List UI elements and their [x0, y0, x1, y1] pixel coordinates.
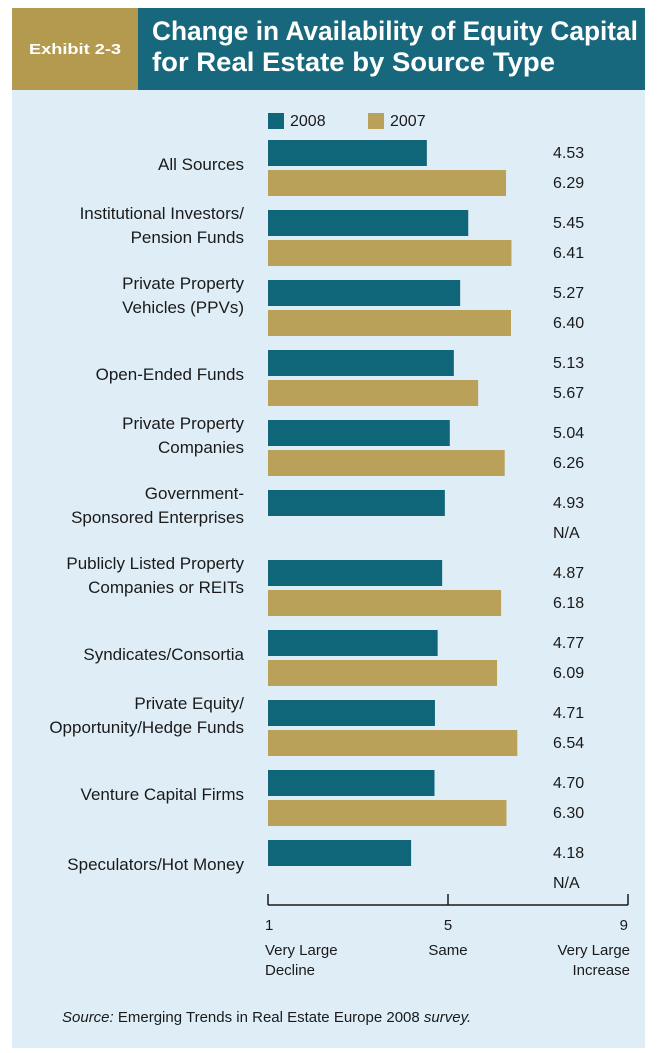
bar — [268, 310, 511, 336]
bar — [268, 420, 450, 446]
source-note: Source: Emerging Trends in Real Estate E… — [62, 1009, 471, 1026]
category-line: Open-Ended Funds — [96, 365, 244, 384]
category-line: Private Equity/ — [134, 694, 244, 713]
category-label: Syndicates/Consortia — [83, 645, 244, 664]
value-label: 4.53 — [553, 145, 584, 162]
bar — [268, 590, 502, 616]
value-label: 4.87 — [553, 565, 584, 582]
category-label: All Sources — [158, 155, 244, 174]
value-label: 4.71 — [553, 705, 584, 722]
category-line: All Sources — [158, 155, 244, 174]
category-label: Venture Capital Firms — [81, 785, 244, 804]
legend-label: 2007 — [390, 113, 426, 130]
bar — [268, 800, 507, 826]
bar — [268, 140, 427, 166]
value-label: 5.67 — [553, 385, 584, 402]
legend-swatch — [368, 113, 384, 129]
bar — [268, 450, 505, 476]
title-box — [138, 8, 645, 90]
bar — [268, 560, 443, 586]
bar — [268, 700, 435, 726]
value-label: 6.18 — [553, 595, 584, 612]
bar — [268, 770, 435, 796]
bar — [268, 170, 507, 196]
x-tick-description: Decline — [265, 962, 315, 979]
chart-title: Change in Availability of Equity Capital — [152, 16, 638, 46]
category-line: Institutional Investors/ — [80, 204, 245, 223]
value-label: 6.30 — [553, 805, 584, 822]
category-line: Sponsored Enterprises — [71, 508, 244, 527]
value-label: 5.45 — [553, 215, 584, 232]
value-label: 4.77 — [553, 635, 584, 652]
bar — [268, 490, 445, 516]
category-line: Speculators/Hot Money — [67, 855, 244, 874]
category-label: Publicly Listed Property Companies or REI… — [66, 554, 244, 597]
bar — [268, 840, 412, 866]
x-tick-description: Very Large — [557, 942, 630, 959]
value-label: 5.04 — [553, 425, 584, 442]
bar — [268, 380, 479, 406]
value-label: 6.29 — [553, 175, 584, 192]
x-tick-label: 5 — [444, 917, 452, 934]
x-tick-description: Very Large — [265, 942, 338, 959]
category-label: Private Property Vehicles (PPVs) — [122, 274, 244, 317]
value-label: N/A — [553, 875, 580, 892]
source-label: Source: — [62, 1009, 114, 1026]
value-label: 4.70 — [553, 775, 584, 792]
legend-label: 2008 — [290, 113, 326, 130]
bar — [268, 660, 498, 686]
exhibit-box — [12, 8, 138, 90]
category-line: Syndicates/Consortia — [83, 645, 244, 664]
source-suffix: survey. — [424, 1009, 471, 1026]
category-line: Pension Funds — [131, 228, 244, 247]
category-line: Private Property — [122, 274, 244, 293]
bar — [268, 280, 461, 306]
x-tick-description: Increase — [572, 962, 630, 979]
chart-title: for Real Estate by Source Type — [152, 47, 555, 77]
category-label: Private Equity/Opportunity/Hedge Funds — [49, 694, 244, 737]
value-label: 5.27 — [553, 285, 584, 302]
category-line: Government- — [145, 484, 244, 503]
value-label: 5.13 — [553, 355, 584, 372]
x-tick-label: 1 — [265, 917, 273, 934]
bar — [268, 240, 512, 266]
category-label: Government- Sponsored Enterprises — [71, 484, 244, 527]
category-line: Venture Capital Firms — [81, 785, 244, 804]
category-line: Publicly Listed Property — [66, 554, 244, 573]
bar — [268, 210, 469, 236]
category-line: Vehicles (PPVs) — [122, 298, 244, 317]
category-line: Private Property — [122, 414, 244, 433]
value-label: 6.40 — [553, 315, 584, 332]
category-label: Private Property Companies — [122, 414, 244, 457]
bar — [268, 630, 438, 656]
bar — [268, 730, 518, 756]
value-label: N/A — [553, 525, 580, 542]
value-label: 6.54 — [553, 735, 584, 752]
category-label: Open-Ended Funds — [96, 365, 244, 384]
category-line: Opportunity/Hedge Funds — [49, 718, 244, 737]
value-label: 6.09 — [553, 665, 584, 682]
value-label: 6.41 — [553, 245, 584, 262]
value-label: 4.18 — [553, 845, 584, 862]
legend-swatch — [268, 113, 284, 129]
value-label: 4.93 — [553, 495, 584, 512]
x-tick-label: 9 — [620, 917, 628, 934]
category-label: Institutional Investors/Pension Funds — [80, 204, 245, 247]
source-text: Emerging Trends in Real Estate Europe 20… — [118, 1009, 420, 1026]
category-label: Speculators/Hot Money — [67, 855, 244, 874]
value-label: 6.26 — [553, 455, 584, 472]
bar — [268, 350, 454, 376]
category-line: Companies — [158, 438, 244, 457]
x-tick-description: Same — [428, 942, 467, 959]
category-line: Companies or REITs — [88, 578, 244, 597]
exhibit-label: Exhibit 2-3 — [29, 41, 121, 58]
